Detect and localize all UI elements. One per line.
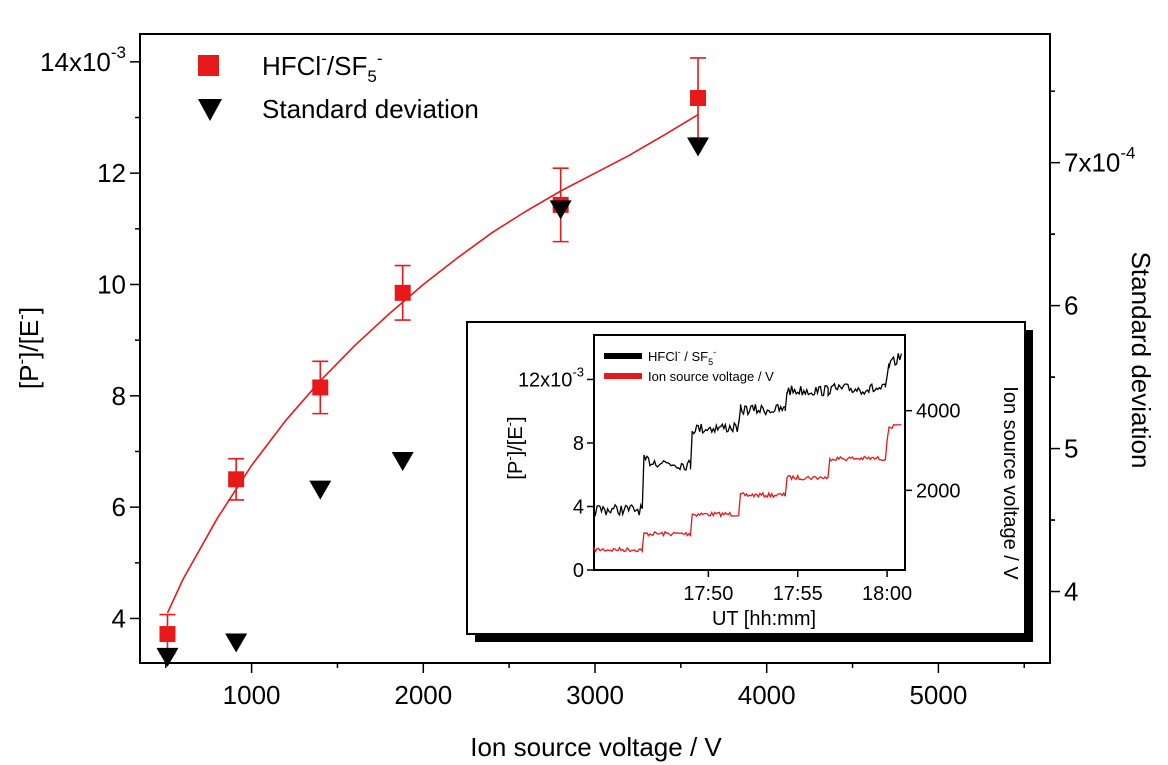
point-hfcl	[228, 471, 245, 488]
inset-legend: HFCl- / SF5- Ion source voltage / V	[604, 347, 774, 384]
inset-marks: 17:50 17:55 18:00 0 4 8 12x10-3 2000 4000	[518, 353, 961, 605]
inset-box	[466, 321, 1026, 635]
inset-y2-axis-title: Ion source voltage / V	[999, 386, 1021, 580]
inset-y2-tick-label: 2000	[916, 480, 961, 502]
legend-label-std: Standard deviation	[262, 94, 479, 124]
inset-y-tick-label: 0	[573, 560, 584, 582]
inset-x-tick-label: 17:55	[773, 583, 823, 605]
inset-y-axis-title: [P-]/[E-]	[502, 416, 527, 479]
point-std	[687, 137, 710, 157]
inset-legend-label-ratio: HFCl- / SF5-	[648, 347, 716, 367]
point-std	[549, 200, 572, 220]
inset-series-ratio	[593, 353, 903, 517]
inset-legend-label-voltage: Ion source voltage / V	[648, 369, 774, 384]
legend-label-hfcl: HFCl-/SF5-	[262, 49, 382, 86]
main-marks: 1000 2000 3000 4000 5000 4 6 8 10 12 14x10-3 4 5 6 7x1…	[40, 43, 1135, 710]
inset-y-tick-label: 12x10-3	[518, 364, 584, 391]
x-tick-label: 2000	[394, 680, 452, 710]
point-std	[391, 452, 414, 472]
main-y-axis-title: [P-]/[E-]	[12, 307, 44, 389]
y-tick-label: 4	[112, 603, 126, 633]
y2-tick-label: 4	[1064, 577, 1078, 607]
y-tick-label: 12	[97, 158, 126, 188]
main-x-axis-title: Ion source voltage / V	[470, 732, 722, 762]
point-hfcl	[312, 379, 329, 396]
x-tick-label: 1000	[223, 680, 281, 710]
inset-y-tick-label: 4	[573, 496, 584, 518]
inset-y2-tick-label: 4000	[916, 401, 961, 423]
legend-marker-std	[198, 99, 222, 121]
point-std	[309, 480, 332, 500]
legend-marker-hfcl	[198, 55, 219, 76]
y2-tick-label: 7x10-4	[1064, 144, 1136, 178]
main-legend: HFCl-/SF5- Standard deviation	[198, 49, 479, 124]
inset-x-tick-label: 17:50	[683, 583, 733, 605]
point-std	[225, 633, 248, 653]
inset-series-voltage	[593, 423, 902, 554]
x-tick-label: 4000	[738, 680, 796, 710]
y2-tick-label: 5	[1064, 434, 1078, 464]
main-y2-axis-title: Standard deviation	[1126, 252, 1156, 469]
point-hfcl	[394, 284, 411, 301]
inset-y-tick-label: 8	[573, 433, 584, 455]
y-tick-label: 8	[112, 381, 126, 411]
y-tick-label: 14x10-3	[40, 43, 126, 77]
point-std	[156, 647, 179, 667]
y-tick-label: 10	[97, 269, 126, 299]
point-hfcl	[690, 90, 707, 107]
point-hfcl	[159, 626, 176, 643]
inset-plot-frame	[593, 334, 906, 571]
x-tick-label: 5000	[909, 680, 967, 710]
inset-x-axis-title: UT [hh:mm]	[712, 608, 816, 630]
x-tick-label: 3000	[566, 680, 624, 710]
y2-tick-label: 6	[1064, 291, 1078, 321]
y-tick-label: 6	[112, 492, 126, 522]
inset-x-tick-label: 18:00	[862, 583, 912, 605]
